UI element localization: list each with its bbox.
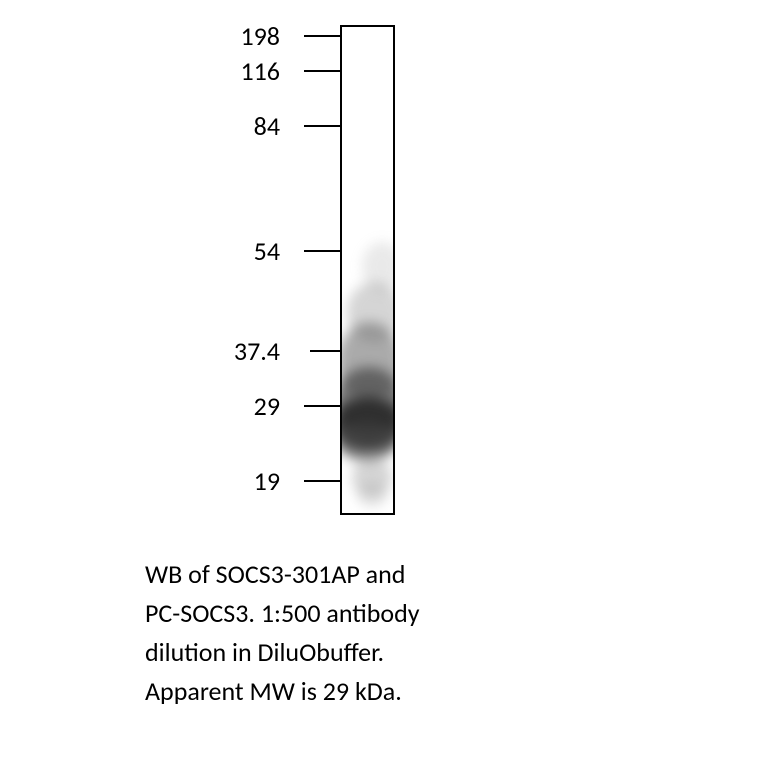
mw-marker-tick (304, 405, 340, 407)
mw-marker-tick (310, 350, 340, 352)
mw-marker-label: 19 (220, 465, 280, 497)
western-blot: 198116845437.42919 (220, 25, 420, 515)
mw-marker-label: 29 (220, 390, 280, 422)
mw-marker-tick (304, 480, 340, 482)
mw-marker-tick (304, 35, 340, 37)
blot-band (340, 422, 395, 462)
mw-marker-label: 198 (220, 20, 280, 52)
caption-line: dilution in DiluObuffer. (145, 633, 565, 672)
blot-band (357, 482, 387, 507)
mw-marker-tick (304, 250, 340, 252)
caption-line: WB of SOCS3-301AP and (145, 555, 565, 594)
caption-line: Apparent MW is 29 kDa. (145, 672, 565, 711)
mw-marker-label: 84 (220, 110, 280, 142)
mw-marker-label: 54 (220, 235, 280, 267)
caption-line: PC-SOCS3. 1:500 antibody (145, 594, 565, 633)
mw-marker-tick (304, 125, 340, 127)
mw-marker-tick (304, 70, 340, 72)
blot-lane (340, 25, 395, 515)
mw-marker-label: 116 (220, 55, 280, 87)
mw-marker-label: 37.4 (220, 335, 280, 367)
figure-caption: WB of SOCS3-301AP andPC-SOCS3. 1:500 ant… (145, 555, 565, 711)
